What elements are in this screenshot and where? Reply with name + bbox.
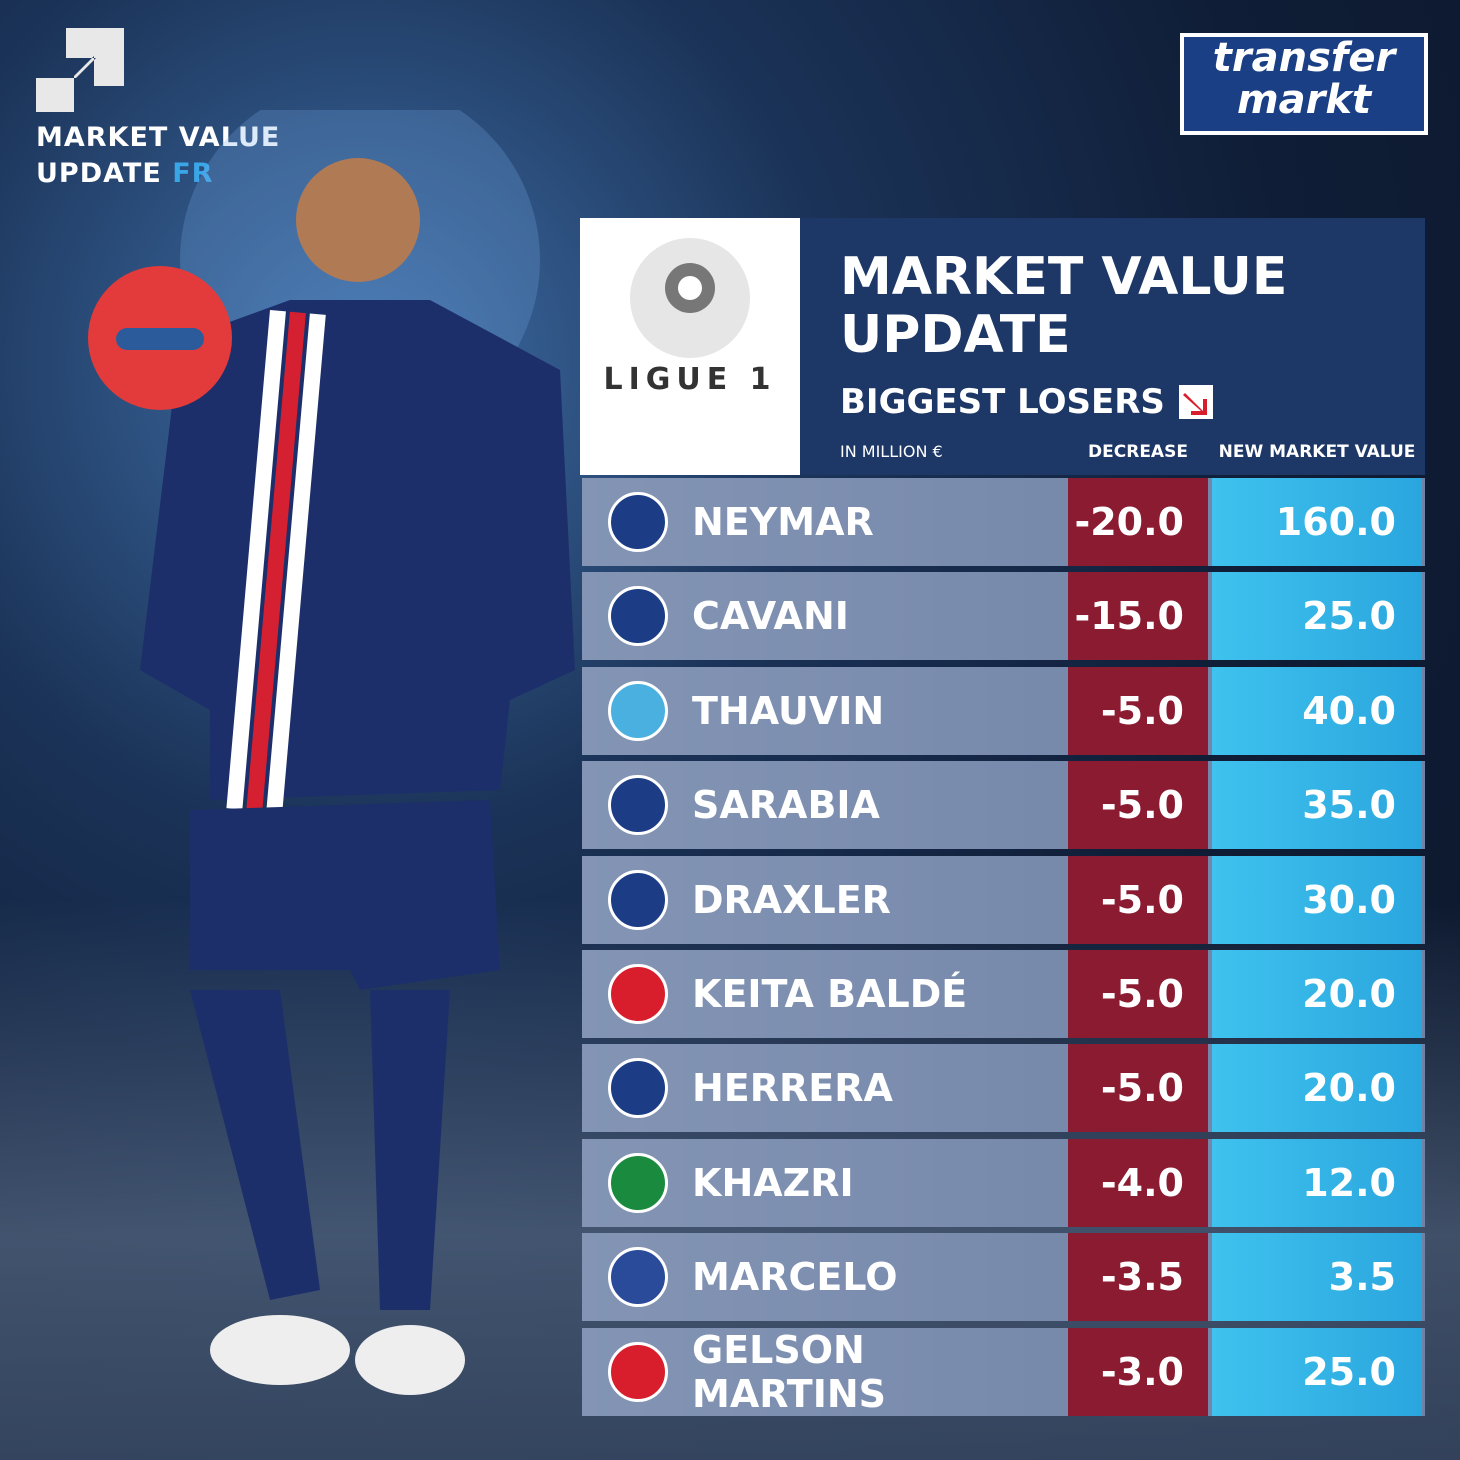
player-name: GELSON MARTINS bbox=[692, 1327, 887, 1416]
club-badge bbox=[608, 1152, 668, 1213]
league-logo: LIGUE 1 bbox=[580, 218, 800, 475]
decrease: -5.0 bbox=[1068, 761, 1208, 850]
subtitle-wrap: BIGGEST LOSERS bbox=[840, 382, 1213, 422]
new-value: 20.0 bbox=[1212, 950, 1422, 1038]
club-badge bbox=[608, 869, 668, 930]
decrease: -4.0 bbox=[1068, 1138, 1208, 1227]
decrease: -15.0 bbox=[1068, 572, 1208, 661]
club-badge bbox=[608, 680, 668, 741]
club-badge bbox=[608, 492, 668, 552]
club-badge bbox=[608, 1341, 668, 1402]
player-name: THAUVIN bbox=[692, 688, 885, 733]
table-row: NEYMAR -20.0 160.0 bbox=[582, 478, 1425, 566]
player-name: DRAXLER bbox=[692, 877, 891, 922]
table-row: KEITA BALDÉ -5.0 20.0 bbox=[582, 950, 1425, 1038]
table-row: THAUVIN -5.0 40.0 bbox=[582, 666, 1425, 755]
club-badge bbox=[608, 1247, 668, 1308]
col-header: NEW MARKET VALUE bbox=[1218, 442, 1416, 462]
decrease: -5.0 bbox=[1068, 666, 1208, 755]
logo: transfer markt bbox=[1180, 33, 1428, 135]
new-value: 40.0 bbox=[1212, 666, 1422, 755]
table-row: MARCELO -3.5 3.5 bbox=[582, 1233, 1425, 1322]
decrease: -5.0 bbox=[1068, 950, 1208, 1038]
player-name: HERRERA bbox=[692, 1066, 893, 1111]
logo-line: markt bbox=[1236, 77, 1372, 123]
table-row: SARABIA -5.0 35.0 bbox=[582, 761, 1425, 850]
table-row: DRAXLER -5.0 30.0 bbox=[582, 855, 1425, 944]
subtitle: BIGGEST LOSERS bbox=[840, 382, 1165, 422]
league-name: LIGUE 1 bbox=[603, 362, 777, 397]
table-row: HERRERA -5.0 20.0 bbox=[582, 1044, 1425, 1133]
club-badge bbox=[608, 586, 668, 647]
table-row: CAVANI -15.0 25.0 bbox=[582, 572, 1425, 661]
decrease: -3.0 bbox=[1068, 1327, 1208, 1416]
badge-line: MARKET VALUE bbox=[36, 122, 281, 153]
player-name: NEYMAR bbox=[692, 500, 874, 544]
club-badge bbox=[608, 964, 668, 1024]
player-figure bbox=[140, 110, 575, 1395]
logo-line: transfer bbox=[1212, 35, 1396, 81]
decrease: -3.5 bbox=[1068, 1233, 1208, 1322]
new-value: 160.0 bbox=[1212, 478, 1422, 566]
decrease: -5.0 bbox=[1068, 1044, 1208, 1133]
player-name: CAVANI bbox=[692, 594, 849, 639]
arrow-icon bbox=[36, 28, 124, 112]
new-value: 20.0 bbox=[1212, 1044, 1422, 1133]
table-row: KHAZRI -4.0 12.0 bbox=[582, 1138, 1425, 1227]
player-name: SARABIA bbox=[692, 783, 880, 828]
minus-icon bbox=[88, 266, 232, 410]
col-header: DECREASE bbox=[1088, 442, 1188, 462]
league-ball bbox=[630, 238, 750, 358]
club-badge bbox=[608, 1058, 668, 1119]
table-row: GELSON MARTINS -3.0 25.0 bbox=[582, 1327, 1425, 1416]
badge-line: UPDATE FR bbox=[36, 156, 280, 192]
new-value: 30.0 bbox=[1212, 855, 1422, 944]
decrease: -5.0 bbox=[1068, 855, 1208, 944]
badge-line2: UPDATE bbox=[36, 158, 162, 189]
title-line: UPDATE bbox=[840, 305, 1071, 365]
title-line: MARKET VALUE bbox=[840, 247, 1288, 307]
new-value: 25.0 bbox=[1212, 572, 1422, 661]
player-name: MARCELO bbox=[692, 1255, 898, 1300]
club-badge bbox=[608, 775, 668, 836]
badge-country: FR bbox=[172, 158, 214, 189]
new-value: 12.0 bbox=[1212, 1138, 1422, 1227]
unit: IN MILLION € bbox=[840, 442, 943, 461]
player-name: KEITA BALDÉ bbox=[692, 972, 968, 1016]
new-value: 3.5 bbox=[1212, 1233, 1422, 1322]
new-value: 35.0 bbox=[1212, 761, 1422, 850]
badge-text: MARKET VALUE UPDATE FR bbox=[36, 120, 280, 192]
title: MARKET VALUE UPDATE bbox=[840, 248, 1287, 364]
player-name: KHAZRI bbox=[692, 1160, 854, 1205]
down-icon bbox=[1178, 385, 1213, 419]
new-value: 25.0 bbox=[1212, 1327, 1422, 1416]
decrease: -20.0 bbox=[1068, 478, 1208, 566]
